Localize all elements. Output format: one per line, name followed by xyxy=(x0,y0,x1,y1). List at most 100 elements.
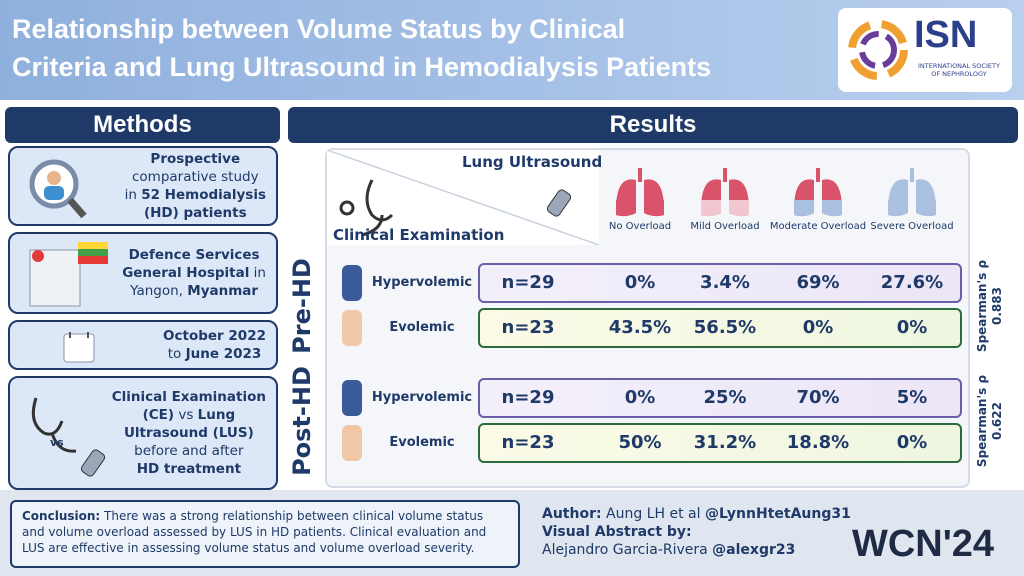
credits: Author: Aung LH et al @LynnHtetAung31 Vis… xyxy=(542,505,851,559)
stat-line: 0.883 xyxy=(990,286,1004,325)
method-text: Clinical Examination (CE) vs Lung Ultrasou… xyxy=(112,388,266,478)
group-label: Post-HD xyxy=(288,365,316,476)
logo-line: OF NEPHROLOGY xyxy=(931,70,987,78)
results-heading: Results xyxy=(288,107,1018,143)
column-label: No Overload xyxy=(608,221,672,232)
text-segment: @LynnHtetAung31 xyxy=(704,506,851,522)
credit-line: Visual Abstract by: xyxy=(542,523,851,541)
row-label: Evolemic xyxy=(389,435,455,450)
value-cell: 0% xyxy=(624,272,656,293)
leg-icon xyxy=(342,425,362,461)
text-segment: HD treatment xyxy=(136,461,242,477)
text-segment: General Hospital xyxy=(122,265,250,281)
row-box xyxy=(478,378,962,418)
row-label: Evolemic xyxy=(389,320,455,335)
method-line: Ultrasound (LUS) xyxy=(112,424,266,442)
text-segment: Clinical Examination xyxy=(111,389,266,405)
text-segment: to xyxy=(167,346,186,362)
text-segment: October 2022 xyxy=(163,328,266,344)
title: Relationship between Volume Status by Cl… xyxy=(12,10,711,86)
title-line: Relationship between Volume Status by Cl… xyxy=(12,14,626,44)
value-cell: 3.4% xyxy=(700,272,750,293)
group-label: Pre-HD xyxy=(288,257,316,354)
value-cell: 27.6% xyxy=(880,272,944,293)
logo-icon xyxy=(848,20,908,80)
method-box: Prospective comparative study in 52 Hemodi… xyxy=(8,146,278,226)
value-cell: 56.5% xyxy=(693,317,757,338)
lung-ultrasound-label: Lung Ultrasound xyxy=(462,153,603,171)
row-label: Hypervolemic xyxy=(371,390,473,405)
method-text: Prospective comparative study in 52 Hemodi… xyxy=(125,150,266,222)
method-icon xyxy=(31,397,106,477)
value-cell: 0% xyxy=(896,317,928,338)
text-segment: There was a strong relationship between … xyxy=(22,509,487,555)
column-label: Mild Overload xyxy=(690,221,760,232)
n-cell: n=29 xyxy=(501,387,555,408)
column-label: Moderate Overload xyxy=(769,221,867,232)
credit-line: Author: Aung LH et al @LynnHtetAung31 xyxy=(542,505,851,523)
method-icon xyxy=(63,332,95,363)
value-cell: 0% xyxy=(896,432,928,453)
row-box xyxy=(478,263,962,303)
method-line: before and after xyxy=(112,442,266,460)
method-line: to June 2023 xyxy=(163,345,266,363)
value-cell: 18.8% xyxy=(786,432,850,453)
text-segment: @alexgr23 xyxy=(712,542,796,558)
stat-line: 0.622 xyxy=(990,401,1004,440)
text-segment: Prospective xyxy=(150,151,241,167)
stat-line: Spearman's ρ xyxy=(975,259,989,352)
value-cell: 0% xyxy=(624,387,656,408)
leg-icon xyxy=(342,380,362,416)
conclusion: Conclusion: There was a strong relations… xyxy=(10,500,520,568)
value-cell: 70% xyxy=(796,387,840,408)
text-segment: vs xyxy=(174,407,198,423)
method-text: Defence Services General Hospital in Yango… xyxy=(122,246,266,300)
value-cell: 5% xyxy=(896,387,928,408)
value-cell: 0% xyxy=(802,317,834,338)
method-line: comparative study xyxy=(125,168,266,186)
logo-line: INTERNATIONAL SOCIETY xyxy=(918,62,1000,70)
n-cell: n=23 xyxy=(501,432,555,453)
method-line: Defence Services xyxy=(122,246,266,264)
n-cell: n=23 xyxy=(501,317,555,338)
text-segment: (HD) patients xyxy=(143,205,247,221)
method-line: General Hospital in xyxy=(122,264,266,282)
method-box: Clinical Examination (CE) vs Lung Ultrasou… xyxy=(8,376,278,490)
method-line: HD treatment xyxy=(112,460,266,478)
text-segment: Yangon, xyxy=(130,283,188,299)
stat: Spearman's ρ 0.883 xyxy=(975,259,1005,351)
text-segment: Conclusion: xyxy=(22,509,101,523)
text-segment: Alejandro Garcia-Rivera xyxy=(542,542,713,558)
event-logo: WCN'24 xyxy=(852,523,995,565)
method-line: (HD) patients xyxy=(125,204,266,222)
method-box: October 2022 to June 2023 xyxy=(8,320,278,370)
column-label: Severe Overload xyxy=(870,221,954,232)
method-icon xyxy=(29,242,108,307)
text-segment: in xyxy=(124,187,142,203)
text-segment: before and after xyxy=(134,443,244,459)
text-segment: Aung LH et al xyxy=(601,506,705,522)
method-line: (CE) vs Lung xyxy=(112,406,266,424)
method-line: in 52 Hemodialysis xyxy=(125,186,266,204)
text-segment: June 2023 xyxy=(185,346,262,362)
header: Relationship between Volume Status by Cl… xyxy=(0,0,1024,100)
credit-line: Alejandro Garcia-Rivera @alexgr23 xyxy=(542,541,851,559)
text-segment: Lung xyxy=(197,407,236,423)
n-cell: n=29 xyxy=(501,272,555,293)
corner-icons xyxy=(327,150,599,245)
method-icon xyxy=(29,159,87,219)
value-cell: 25% xyxy=(703,387,747,408)
value-cell: 69% xyxy=(796,272,840,293)
logo: ISN INTERNATIONAL SOCIETY OF NEPHROLOGY xyxy=(838,8,1012,92)
method-line: Yangon, Myanmar xyxy=(122,282,266,300)
text-segment: Defence Services xyxy=(128,247,260,263)
logo-subtitle: INTERNATIONAL SOCIETY OF NEPHROLOGY xyxy=(918,62,1000,78)
value-cell: 43.5% xyxy=(608,317,672,338)
row-box xyxy=(478,423,962,463)
text-segment: Myanmar xyxy=(187,283,259,299)
method-line: Prospective xyxy=(125,150,266,168)
method-line: Clinical Examination xyxy=(112,388,266,406)
logo-name: ISN xyxy=(914,14,978,56)
text-segment: (CE) xyxy=(142,407,175,423)
